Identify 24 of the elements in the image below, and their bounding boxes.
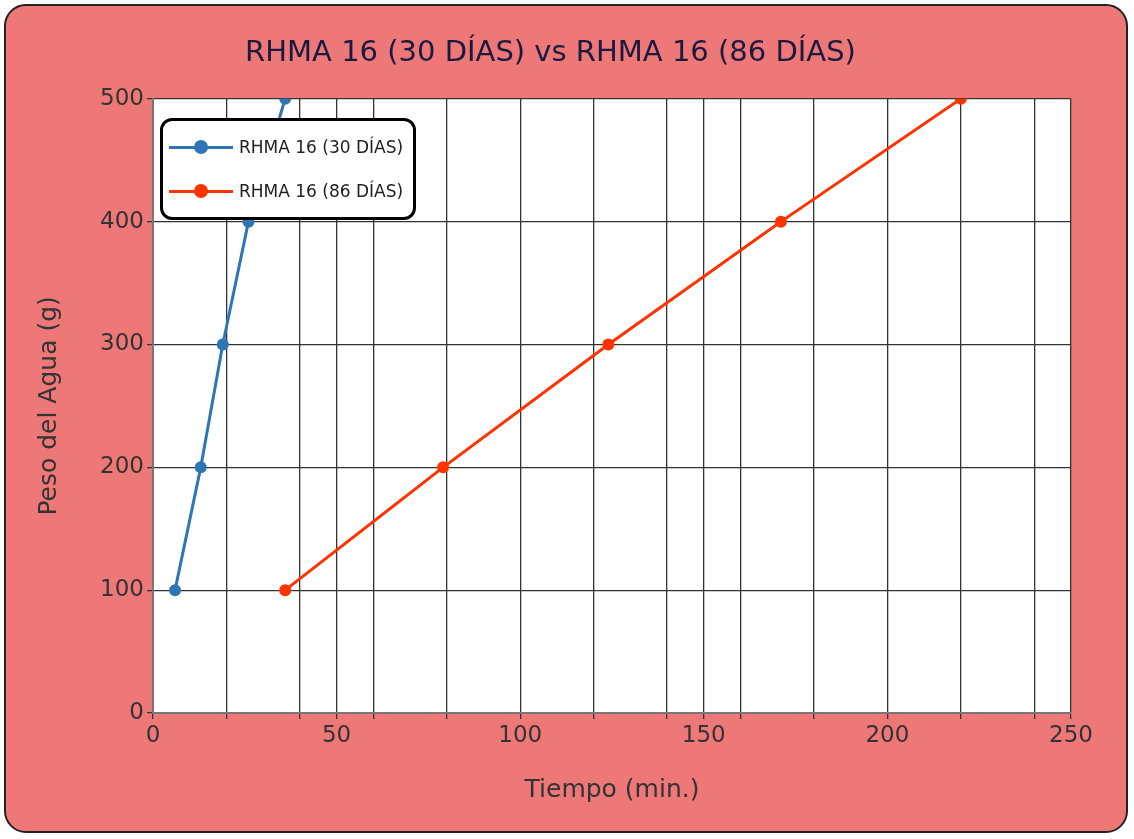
legend-label: RHMA 16 (30 DÍAS) [239, 137, 404, 157]
x-tick-label: 50 [321, 720, 352, 747]
y-tick-label: 400 [100, 206, 144, 233]
y-tick-label: 300 [100, 329, 144, 356]
y-tick-label: 0 [129, 697, 144, 724]
y-axis-title: Peso del Agua (g) [32, 296, 62, 516]
point [169, 584, 182, 597]
x-tick-label: 100 [498, 720, 543, 747]
point [194, 461, 207, 474]
x-tick-label: 200 [865, 720, 910, 747]
x-tick-label: 150 [681, 720, 726, 747]
point [602, 338, 615, 351]
y-tick-label: 200 [100, 452, 144, 479]
x-tick-label: 0 [145, 720, 161, 747]
point [437, 461, 450, 474]
legend-label: RHMA 16 (86 DÍAS) [239, 181, 404, 201]
x-tick-label: 250 [1049, 720, 1093, 747]
y-tick-label: 500 [100, 83, 144, 110]
x-axis-title: Tiempo (min.) [523, 773, 700, 803]
y-tick-label: 100 [100, 575, 144, 602]
point [279, 584, 292, 597]
point [774, 215, 787, 228]
chart-title: RHMA 16 (30 DÍAS) vs RHMA 16 (86 DÍAS) [245, 33, 856, 68]
point [216, 338, 229, 351]
